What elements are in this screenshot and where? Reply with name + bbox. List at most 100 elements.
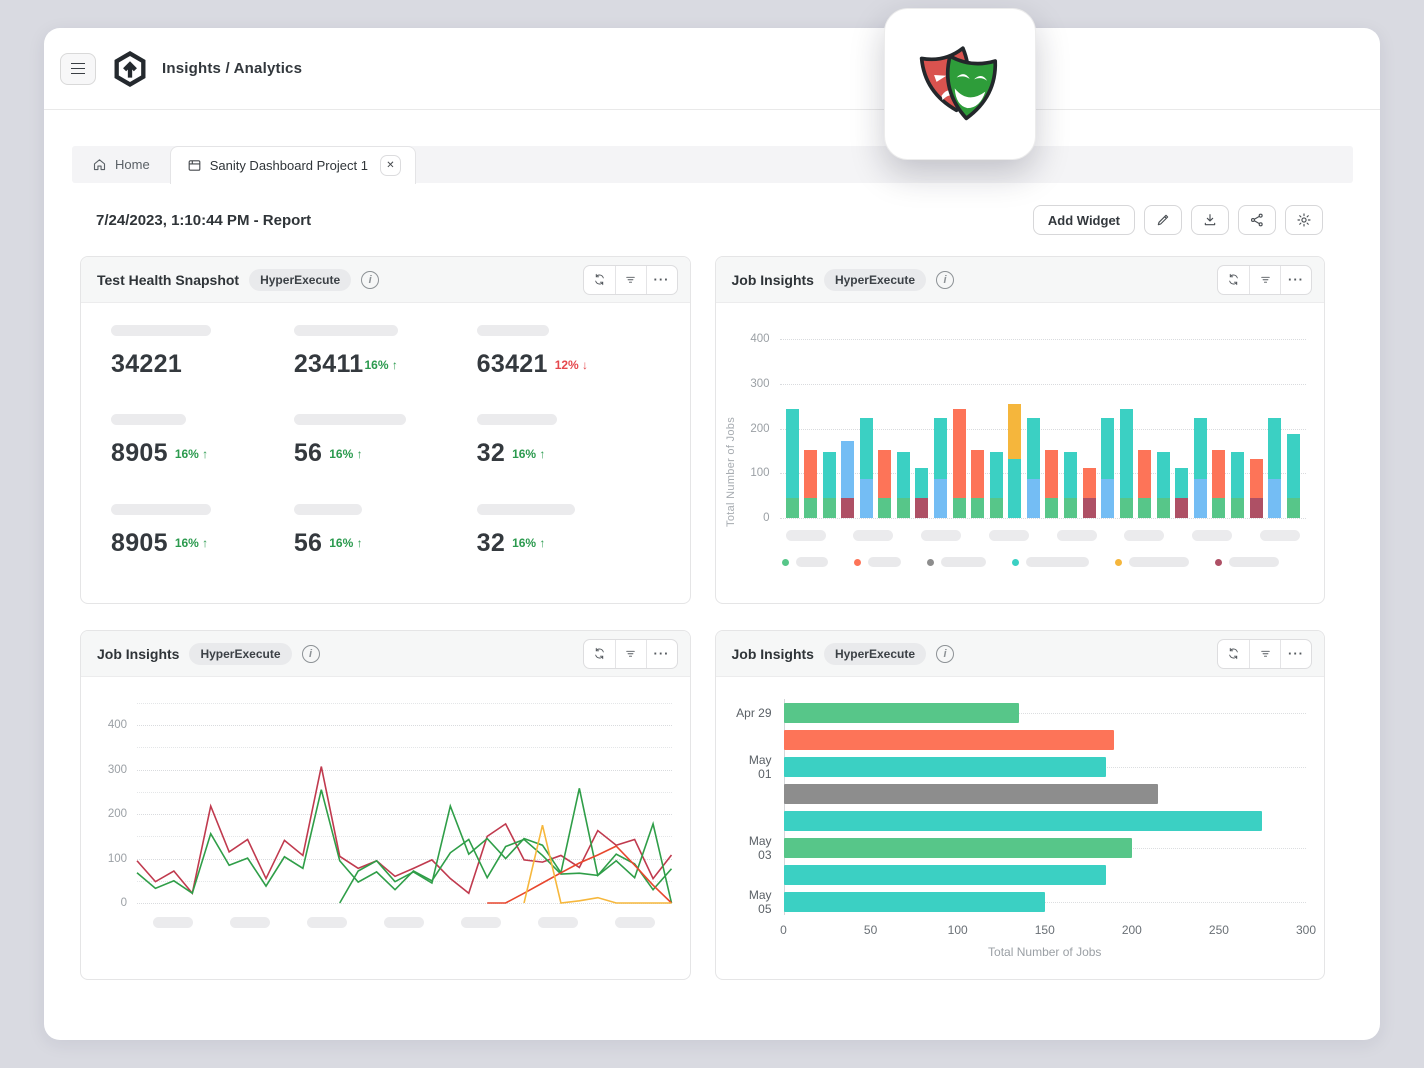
hbar-row: May 05 — [734, 888, 1307, 915]
info-icon[interactable]: i — [936, 271, 954, 289]
y-tick-label: 400 — [108, 719, 127, 731]
stacked-bar[interactable] — [1212, 450, 1225, 518]
x-tick-skeleton — [230, 917, 270, 928]
tab-home[interactable]: Home — [72, 146, 170, 183]
stacked-bar[interactable] — [1138, 450, 1151, 518]
widget-header: Test Health Snapshot HyperExecute i ··· — [81, 257, 690, 303]
more-options-button[interactable]: ··· — [1280, 266, 1311, 294]
stacked-bar[interactable] — [1008, 404, 1021, 518]
info-icon[interactable]: i — [302, 645, 320, 663]
bar-segment-green — [786, 498, 799, 518]
stacked-bar[interactable] — [934, 418, 947, 518]
more-options-button[interactable]: ··· — [646, 640, 677, 668]
add-widget-button[interactable]: Add Widget — [1033, 205, 1135, 235]
share-report-button[interactable] — [1238, 205, 1276, 235]
hbar-orange[interactable] — [784, 730, 1115, 750]
filter-icon — [624, 647, 637, 660]
legend-item[interactable] — [1115, 557, 1189, 567]
stacked-bar[interactable] — [1157, 452, 1170, 518]
legend-item[interactable] — [927, 557, 986, 567]
hbar-teal[interactable] — [784, 811, 1263, 831]
stacked-bar[interactable] — [1045, 450, 1058, 518]
stacked-bar[interactable] — [1083, 468, 1096, 518]
theater-masks-overlay-card — [884, 8, 1036, 160]
stat-value: 56 — [294, 439, 322, 468]
stats-grid: 342212341116% ↑6342112% ↓890516% ↑5616% … — [81, 303, 690, 603]
stacked-bar[interactable] — [1231, 452, 1244, 518]
tab-sanity-dashboard-project[interactable]: Sanity Dashboard Project 1 ✕ — [170, 146, 416, 184]
download-report-button[interactable] — [1191, 205, 1229, 235]
stacked-bar[interactable] — [1120, 409, 1133, 518]
stacked-bar[interactable] — [1268, 418, 1281, 518]
stacked-bar[interactable] — [1064, 452, 1077, 518]
stacked-bar[interactable] — [990, 452, 1003, 518]
report-header: 7/24/2023, 1:10:44 PM - Report Add Widge… — [44, 183, 1380, 235]
refresh-button[interactable] — [584, 266, 615, 294]
hbar-track — [784, 784, 1307, 804]
stacked-bar[interactable] — [1027, 418, 1040, 518]
hbar-green[interactable] — [784, 703, 1019, 723]
hamburger-menu-button[interactable] — [60, 53, 96, 85]
stat-delta: 16% ↑ — [512, 447, 545, 461]
info-icon[interactable]: i — [361, 271, 379, 289]
hbar-green[interactable] — [784, 838, 1132, 858]
legend-item[interactable] — [1215, 557, 1279, 567]
stacked-bar[interactable] — [823, 452, 836, 518]
more-options-button[interactable]: ··· — [646, 266, 677, 294]
stacked-bar[interactable] — [1194, 418, 1207, 518]
tab-home-label: Home — [115, 157, 150, 172]
stat-delta: 16% ↑ — [364, 358, 397, 372]
report-title: 7/24/2023, 1:10:44 PM - Report — [96, 212, 311, 229]
bar-segment-green — [971, 498, 984, 518]
download-icon — [1202, 212, 1218, 228]
stat-delta: 16% ↑ — [329, 447, 362, 461]
stat-value: 23411 — [294, 350, 364, 379]
bar-segment-orange — [1138, 450, 1151, 498]
stacked-bar[interactable] — [786, 409, 799, 518]
edit-report-button[interactable] — [1144, 205, 1182, 235]
stacked-bar[interactable] — [804, 450, 817, 518]
refresh-button[interactable] — [1218, 266, 1249, 294]
gridline-0 — [137, 903, 672, 904]
filter-icon — [1259, 647, 1272, 660]
horizontal-bar-plot: Apr 29May 01May 03May 05 — [734, 699, 1307, 915]
stacked-bar[interactable] — [953, 409, 966, 518]
stacked-bar[interactable] — [915, 468, 928, 518]
stat-value-row: 6342112% ↓ — [477, 350, 660, 379]
more-options-button[interactable]: ··· — [1280, 640, 1311, 668]
legend-item[interactable] — [782, 557, 828, 567]
filter-button[interactable] — [1249, 640, 1280, 668]
legend-item[interactable] — [1012, 557, 1089, 567]
legend-item[interactable] — [854, 557, 901, 567]
report-settings-button[interactable] — [1285, 205, 1323, 235]
filter-button[interactable] — [615, 266, 646, 294]
bar-segment-teal — [860, 418, 873, 478]
hbar-row: Apr 29 — [734, 699, 1307, 726]
tab-strip: Home Sanity Dashboard Project 1 ✕ — [72, 146, 1353, 183]
filter-icon — [624, 273, 637, 286]
hbar-teal[interactable] — [784, 892, 1045, 912]
legend-dot-gray — [927, 559, 934, 566]
stacked-bar[interactable] — [841, 441, 854, 518]
stacked-bar[interactable] — [897, 452, 910, 518]
stacked-bar[interactable] — [878, 450, 891, 518]
bar-segment-teal — [1157, 452, 1170, 498]
hbar-teal[interactable] — [784, 865, 1106, 885]
refresh-button[interactable] — [584, 640, 615, 668]
filter-button[interactable] — [1249, 266, 1280, 294]
stat-label-skeleton — [294, 414, 406, 425]
stacked-bar[interactable] — [1101, 418, 1114, 518]
stacked-bar[interactable] — [1175, 468, 1188, 518]
refresh-button[interactable] — [1218, 640, 1249, 668]
tab-close-button[interactable]: ✕ — [380, 155, 401, 176]
info-icon[interactable]: i — [936, 645, 954, 663]
hbar-gray[interactable] — [784, 784, 1158, 804]
hbar-teal[interactable] — [784, 757, 1106, 777]
stacked-bar[interactable] — [1287, 434, 1300, 518]
stacked-bar[interactable] — [971, 450, 984, 518]
filter-button[interactable] — [615, 640, 646, 668]
stacked-bar[interactable] — [1250, 459, 1263, 518]
stacked-bar[interactable] — [860, 418, 873, 518]
bar-segment-blue — [1194, 479, 1207, 518]
legend-label-skeleton — [1129, 557, 1189, 567]
